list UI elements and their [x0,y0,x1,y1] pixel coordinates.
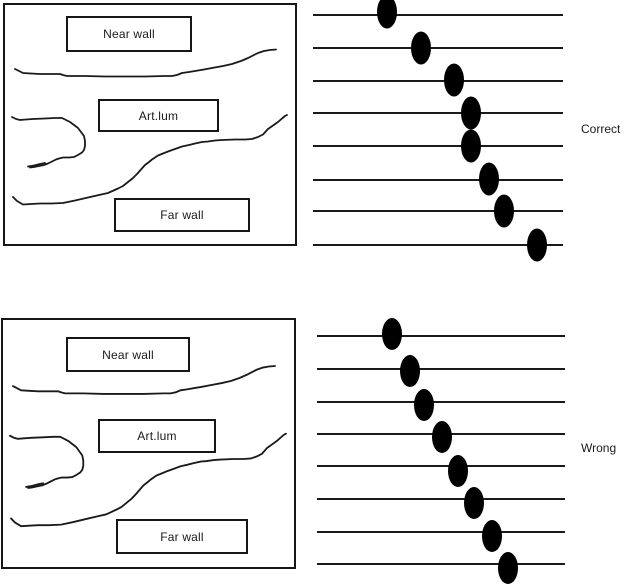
tracking-marker [414,389,434,421]
tracking-marker [444,63,464,97]
tracking-marker [461,129,481,163]
tracking-marker [464,487,484,519]
scan-lines-panel-wrong [317,318,565,584]
tracking-marker [432,421,452,453]
tracking-marker [482,520,502,552]
caption-correct: Correct [581,122,621,136]
far-wall-trace [12,114,288,206]
tracking-marker [461,96,481,130]
scan-lines-panel-correct [313,0,563,262]
catheter-tip-fork-trace [27,162,46,168]
far-wall-label-box: Far wall [116,519,248,554]
near-wall-label-box: Near wall [66,16,192,52]
art-lumen-label: Art.lum [138,108,179,123]
far-wall-trace [10,432,287,528]
far-wall-label: Far wall [160,208,204,222]
tracking-marker [400,355,420,387]
far-wall-label: Far wall [160,529,204,544]
tracking-marker [479,162,499,196]
vessel-sketch-panel-wrong: Near wall Art.lum Far wall [1,318,296,569]
caption-wrong: Wrong [581,441,617,455]
vessel-walls-drawing [11,48,288,206]
near-wall-label-box: Near wall [66,337,190,372]
catheter-hook-trace [11,116,86,169]
tracking-marker [411,31,431,65]
catheter-hook-trace [9,434,85,489]
art-lumen-label: Art.lum [137,429,177,443]
far-wall-label-box: Far wall [114,198,250,232]
vessel-sketch-panel-correct: Near wall Art.lum Far wall [3,3,297,246]
near-wall-trace [14,48,277,78]
vessel-walls-drawing [9,365,287,528]
tracking-marker [377,0,397,29]
art-lumen-label-box: Art.lum [98,99,219,132]
tracking-marker [382,318,402,350]
tracking-marker [494,194,514,228]
near-wall-trace [12,365,276,395]
catheter-tip-fork-trace [25,482,45,488]
near-wall-label: Near wall [102,347,154,362]
tracking-marker [448,455,468,487]
art-lumen-label-box: Art.lum [98,419,216,453]
near-wall-label: Near wall [103,27,155,41]
tracking-marker [527,228,547,262]
tracking-marker [498,552,518,584]
